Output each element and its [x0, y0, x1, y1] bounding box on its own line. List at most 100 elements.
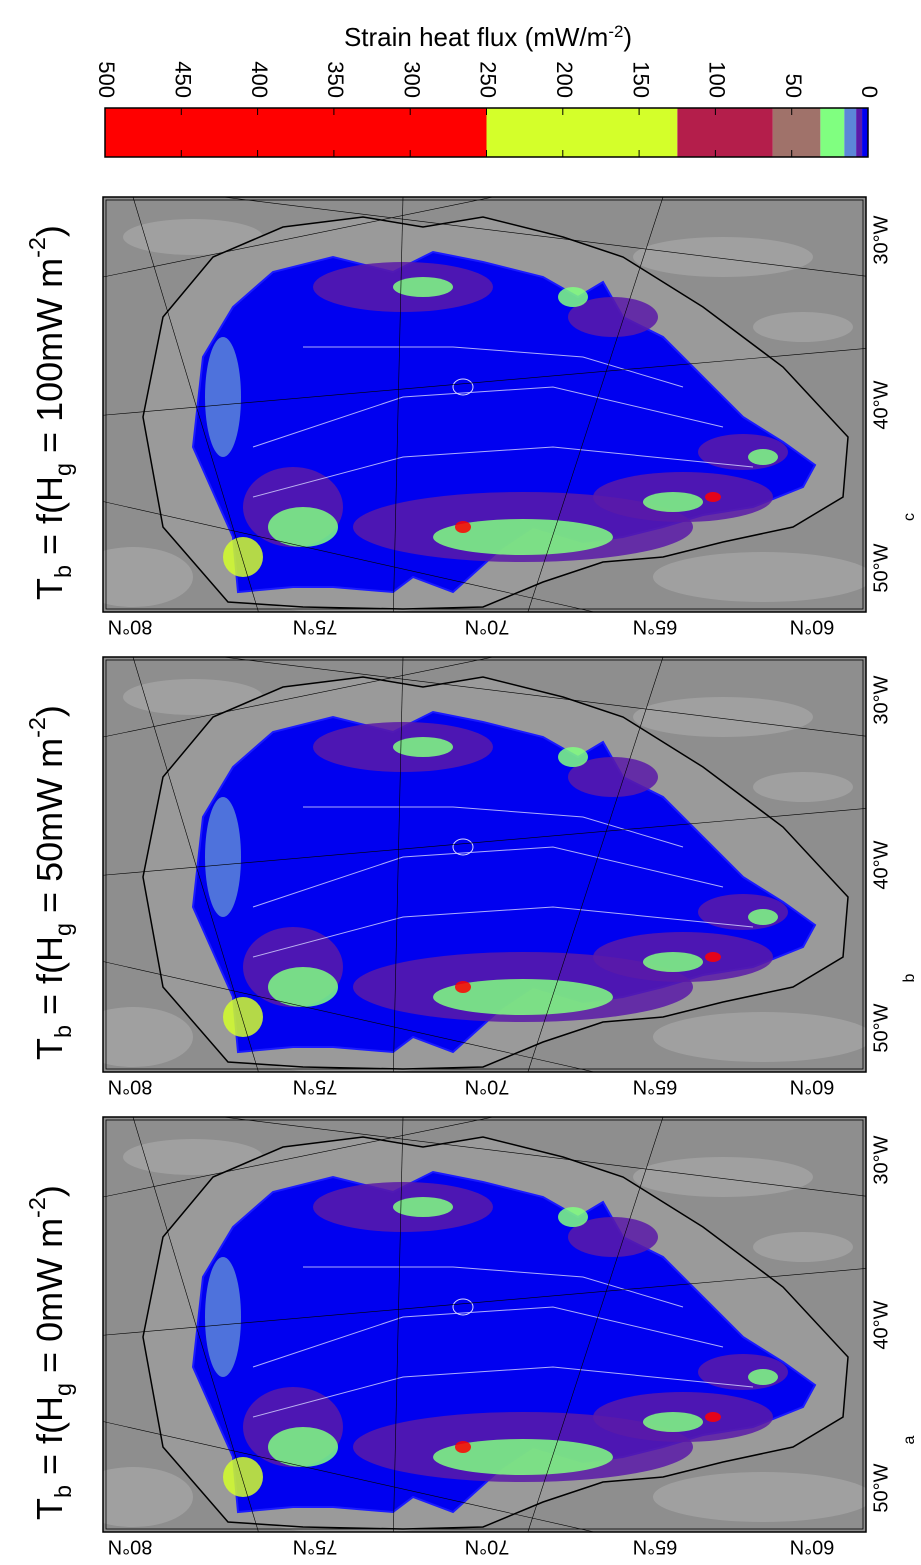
rich-text: Tb = f(Hg = 100mW m-2) — [24, 225, 76, 600]
flux-patch — [205, 797, 241, 917]
graticule — [103, 501, 596, 612]
lat-label: 65°N — [633, 1536, 678, 1558]
flux-patch — [455, 1441, 471, 1453]
text-part: g — [50, 1383, 76, 1396]
colorbar-segment — [677, 108, 773, 157]
colorbar-segment — [856, 108, 863, 157]
graticule — [132, 197, 259, 612]
graticule — [103, 808, 866, 876]
lon-label: 30°W — [870, 215, 892, 264]
contour — [252, 1366, 754, 1418]
flux-patch — [558, 747, 588, 767]
text-part: ) — [29, 1185, 70, 1197]
flux-patch — [568, 1217, 658, 1257]
text-part: = 50mW m — [29, 738, 70, 923]
colorbar-segment — [862, 108, 868, 157]
map-body — [103, 1117, 866, 1532]
contour — [252, 386, 724, 448]
lat-label: 70°N — [465, 616, 510, 638]
graticule — [222, 657, 866, 737]
text-part: b — [50, 1025, 76, 1038]
text-part: = f(H — [29, 476, 70, 565]
panel-frame — [102, 196, 867, 613]
flux-patch — [223, 537, 263, 577]
text-part: -2 — [24, 237, 50, 258]
lon-label: 40°W — [870, 840, 892, 889]
graticule — [527, 1117, 664, 1532]
lon-label: 50°W — [870, 543, 892, 592]
lat-label: 80°N — [108, 1076, 153, 1098]
text-part: T — [29, 1498, 70, 1520]
contour — [252, 906, 754, 958]
lat-label: 60°N — [790, 1536, 835, 1558]
contour — [252, 846, 724, 908]
text-part: g — [50, 923, 76, 936]
contour — [303, 1266, 684, 1308]
terrain — [633, 697, 813, 737]
graticule — [393, 657, 404, 1072]
terrain — [653, 1472, 866, 1522]
graticule — [103, 961, 596, 1072]
lon-label: 50°W — [870, 1003, 892, 1052]
flux-patch — [705, 1412, 721, 1422]
contour — [252, 446, 754, 498]
flux-patch — [568, 757, 658, 797]
map-panel — [102, 656, 867, 1073]
contour — [303, 346, 684, 388]
map-panel — [102, 196, 867, 613]
graticule — [222, 1117, 866, 1197]
lon-label: 40°W — [870, 380, 892, 429]
terrain — [123, 219, 263, 255]
contour — [303, 806, 684, 848]
colorbar-segment — [486, 108, 678, 157]
flux-patch — [643, 952, 703, 972]
flux-patch — [433, 979, 613, 1015]
lat-label: 80°N — [108, 1536, 153, 1558]
graticule — [103, 1268, 866, 1336]
text-part: Strain heat flux (mW/m — [344, 22, 608, 52]
flux-patch — [433, 519, 613, 555]
flux-patch — [205, 337, 241, 457]
graticule — [393, 1117, 404, 1532]
lat-label: 80°N — [108, 616, 153, 638]
flux-patch — [433, 1439, 613, 1475]
flux-patch — [643, 492, 703, 512]
flux-patch — [393, 1197, 453, 1217]
flux-patch — [205, 1257, 241, 1377]
colorbar-segment — [105, 108, 487, 157]
contour — [452, 838, 474, 856]
terrain — [103, 1007, 193, 1067]
lat-label: 75°N — [293, 1076, 338, 1098]
colorbar-tick-label: 300 — [399, 61, 424, 98]
terrain — [753, 312, 853, 342]
rich-text: Tb = f(Hg = 0mW m-2) — [24, 1185, 76, 1520]
graticule — [393, 197, 404, 612]
graticule — [103, 1421, 596, 1532]
colorbar-segment — [772, 108, 821, 157]
text-part: = 100mW m — [29, 258, 70, 463]
text-part: ) — [29, 705, 70, 717]
text-part: ) — [29, 225, 70, 237]
lat-label: 75°N — [293, 1536, 338, 1558]
colorbar-tick-label: 250 — [476, 61, 501, 98]
flux-patch — [268, 1427, 338, 1467]
flux-patch — [223, 1457, 263, 1497]
lat-label: 65°N — [633, 1076, 678, 1098]
lat-label: 75°N — [293, 616, 338, 638]
colorbar-tick-label: 0 — [857, 86, 882, 98]
flux-patch — [455, 521, 471, 533]
graticule — [103, 197, 495, 278]
graticule — [132, 657, 259, 1072]
terrain — [123, 679, 263, 715]
rich-text: Strain heat flux (mW/m-2) — [344, 22, 632, 53]
colorbar-segment — [820, 108, 845, 157]
flux-patch — [748, 909, 778, 925]
flux-patch — [643, 1412, 703, 1432]
map-panel — [102, 1116, 867, 1533]
terrain — [653, 552, 866, 602]
terrain — [753, 1232, 853, 1262]
lon-label: 50°W — [870, 1463, 892, 1512]
text-part: b — [50, 565, 76, 578]
colorbar-tick-label: 100 — [705, 61, 730, 98]
